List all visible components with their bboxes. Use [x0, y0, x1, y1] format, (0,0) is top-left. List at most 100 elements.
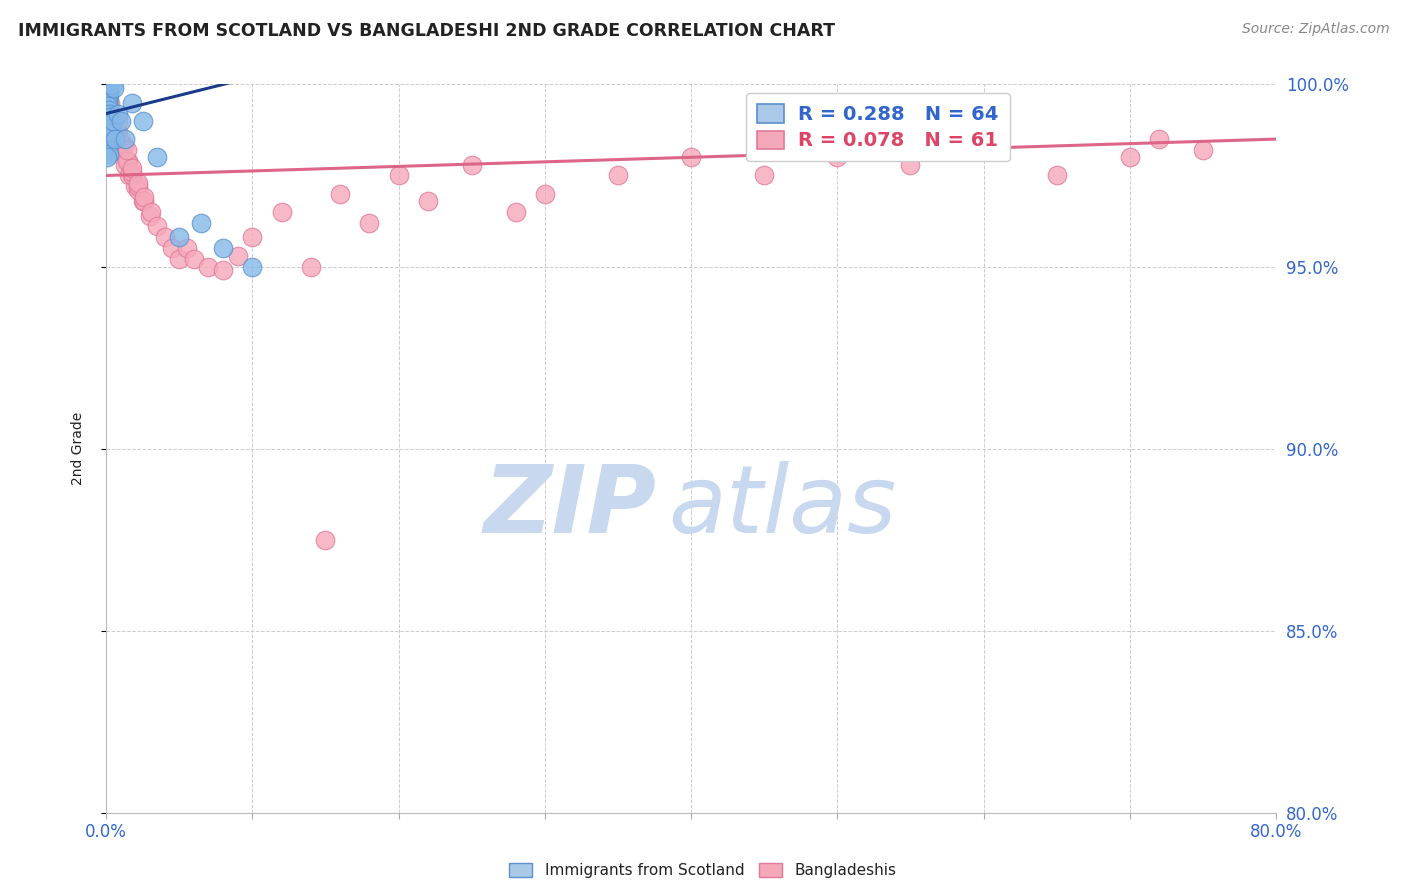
Point	[900, 157, 922, 171]
Point	[115, 153, 138, 168]
Point	[121, 165, 143, 179]
Point	[107, 106, 129, 120]
Point	[973, 143, 995, 157]
Legend: Immigrants from Scotland, Bangladeshis: Immigrants from Scotland, Bangladeshis	[503, 857, 903, 884]
Point	[97, 88, 120, 103]
Point	[121, 161, 143, 176]
Point	[97, 125, 120, 139]
Point	[1119, 150, 1142, 164]
Point	[97, 103, 120, 117]
Point	[127, 179, 149, 194]
Point	[107, 125, 129, 139]
Point	[96, 150, 118, 164]
Point	[329, 186, 352, 201]
Point	[827, 150, 849, 164]
Point	[505, 205, 527, 219]
Point	[359, 216, 381, 230]
Point	[314, 533, 336, 547]
Point	[131, 113, 153, 128]
Point	[97, 143, 120, 157]
Point	[141, 205, 163, 219]
Point	[114, 157, 136, 171]
Point	[110, 136, 132, 150]
Point	[96, 81, 118, 95]
Point	[118, 169, 141, 183]
Point	[98, 110, 121, 124]
Point	[110, 113, 132, 128]
Point	[183, 252, 205, 267]
Point	[104, 121, 127, 136]
Point	[240, 260, 263, 274]
Point	[212, 241, 235, 255]
Point	[112, 139, 135, 153]
Point	[1046, 169, 1069, 183]
Point	[100, 95, 122, 110]
Legend: R = 0.288   N = 64, R = 0.078   N = 61: R = 0.288 N = 64, R = 0.078 N = 61	[747, 94, 1010, 161]
Point	[96, 81, 118, 95]
Point	[96, 81, 118, 95]
Point	[190, 216, 212, 230]
Point	[101, 125, 124, 139]
Point	[114, 132, 136, 146]
Point	[96, 85, 118, 99]
Point	[416, 194, 439, 208]
Point	[107, 113, 129, 128]
Point	[153, 230, 176, 244]
Point	[460, 157, 482, 171]
Point	[101, 78, 124, 92]
Text: ZIP: ZIP	[484, 461, 657, 553]
Point	[240, 230, 263, 244]
Point	[115, 143, 138, 157]
Point	[117, 153, 139, 168]
Point	[103, 113, 125, 128]
Point	[270, 205, 292, 219]
Point	[104, 132, 127, 146]
Point	[105, 132, 128, 146]
Point	[96, 103, 118, 117]
Point	[97, 88, 120, 103]
Text: atlas: atlas	[668, 461, 896, 552]
Point	[124, 179, 146, 194]
Point	[98, 128, 121, 143]
Point	[167, 230, 190, 244]
Point	[97, 95, 120, 110]
Point	[139, 209, 162, 223]
Point	[98, 85, 121, 99]
Point	[101, 121, 124, 136]
Point	[197, 260, 219, 274]
Point	[1147, 132, 1170, 146]
Point	[96, 132, 118, 146]
Point	[98, 78, 121, 92]
Point	[97, 139, 120, 153]
Point	[98, 113, 121, 128]
Point	[226, 249, 249, 263]
Point	[167, 252, 190, 267]
Point	[387, 169, 409, 183]
Point	[146, 219, 169, 234]
Point	[96, 92, 118, 106]
Text: IMMIGRANTS FROM SCOTLAND VS BANGLADESHI 2ND GRADE CORRELATION CHART: IMMIGRANTS FROM SCOTLAND VS BANGLADESHI …	[18, 22, 835, 40]
Point	[97, 110, 120, 124]
Point	[534, 186, 557, 201]
Point	[100, 118, 122, 132]
Point	[97, 95, 120, 110]
Point	[97, 78, 120, 92]
Y-axis label: 2nd Grade: 2nd Grade	[72, 412, 86, 485]
Point	[97, 146, 120, 161]
Point	[97, 92, 120, 106]
Point	[97, 81, 120, 95]
Point	[97, 121, 120, 136]
Point	[121, 169, 143, 183]
Point	[96, 136, 118, 150]
Point	[132, 190, 155, 204]
Point	[131, 194, 153, 208]
Point	[104, 132, 127, 146]
Point	[97, 78, 120, 92]
Point	[103, 81, 125, 95]
Point	[96, 113, 118, 128]
Point	[127, 183, 149, 197]
Point	[97, 99, 120, 113]
Point	[97, 103, 120, 117]
Point	[97, 92, 120, 106]
Point	[146, 150, 169, 164]
